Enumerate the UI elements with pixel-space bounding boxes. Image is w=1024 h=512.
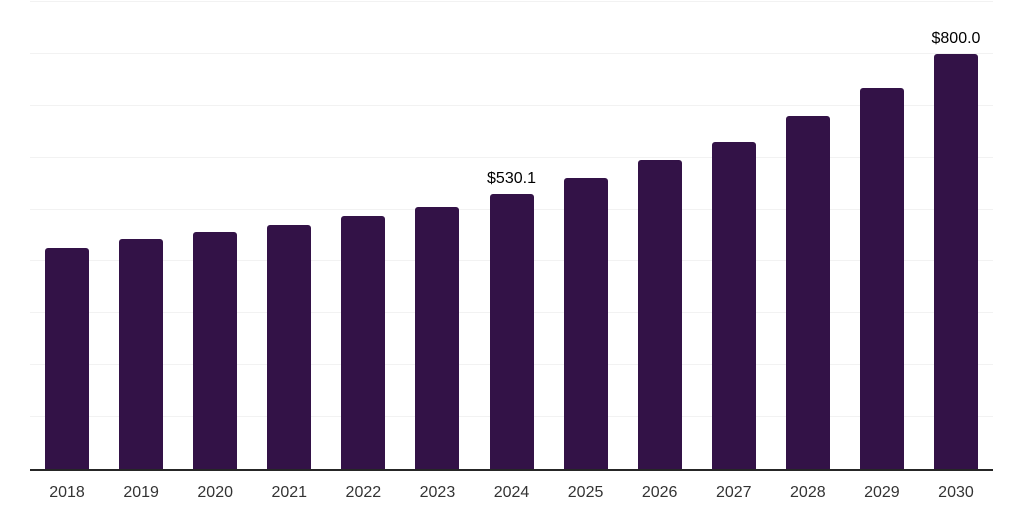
x-tick-label: 2027: [715, 484, 752, 501]
bar-slot: [326, 2, 400, 469]
bar-2023: [415, 207, 460, 469]
bar-slot: [104, 2, 178, 469]
x-tick-label: 2029: [864, 484, 900, 501]
bar-2024: $530.1: [487, 170, 536, 469]
bar-slot: [771, 2, 845, 469]
bar-slot: [845, 2, 919, 469]
bar-2025: [563, 178, 608, 469]
bar-slot: $530.1: [474, 2, 548, 469]
x-tick-label: 2028: [790, 484, 826, 501]
bar-2018: [45, 248, 90, 469]
bar-2021: [267, 225, 312, 469]
x-tick-label: 2021: [271, 484, 308, 501]
bar-2019: [119, 239, 164, 469]
bar-slot: $800.0: [919, 2, 993, 469]
bars-container: $530.1 $800.0: [30, 2, 993, 469]
x-tick-label: 2019: [123, 484, 159, 501]
bar-2020: [193, 231, 238, 469]
gridline: [30, 104, 993, 106]
gridline: [30, 52, 993, 54]
x-tick-label: 2025: [567, 484, 604, 501]
gridline: [30, 1, 993, 2]
bar-slot: [252, 2, 326, 469]
bar-slot: [400, 2, 474, 469]
x-tick-label: 2018: [49, 484, 85, 501]
bar-2027: [711, 141, 756, 469]
bar-slot: [30, 2, 104, 469]
bar-slot: [697, 2, 771, 469]
bar-2028: [785, 116, 830, 469]
x-tick-label: 2020: [197, 484, 233, 501]
bar-2029: [859, 87, 904, 469]
x-tick-label: 2030: [938, 484, 974, 501]
x-axis-tick-labels: 2018 2019 2020 2021 2022 2023 2024 2025 2026 2027…: [30, 471, 993, 502]
gridline: [30, 156, 993, 158]
bar-2022: [341, 216, 386, 469]
x-tick-label: 2023: [419, 484, 456, 501]
x-tick-label: 2022: [345, 484, 382, 501]
bar-2030: $800.0: [932, 30, 980, 469]
bar-2026: [637, 160, 682, 469]
bar-value-label: $530.1: [487, 169, 536, 187]
bar-slot: [549, 2, 623, 469]
bar-slot: [178, 2, 252, 469]
x-tick-label: 2024: [493, 484, 530, 501]
bar-value-label: $800.0: [931, 29, 981, 47]
bar-slot: [623, 2, 697, 469]
x-tick-label: 2026: [641, 484, 678, 501]
plot-area: $530.1 $800.0: [30, 1, 993, 471]
